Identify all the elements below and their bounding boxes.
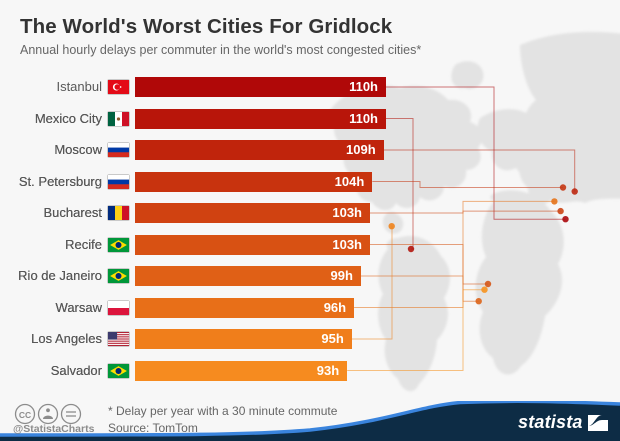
svg-text:CC: CC bbox=[19, 410, 31, 420]
